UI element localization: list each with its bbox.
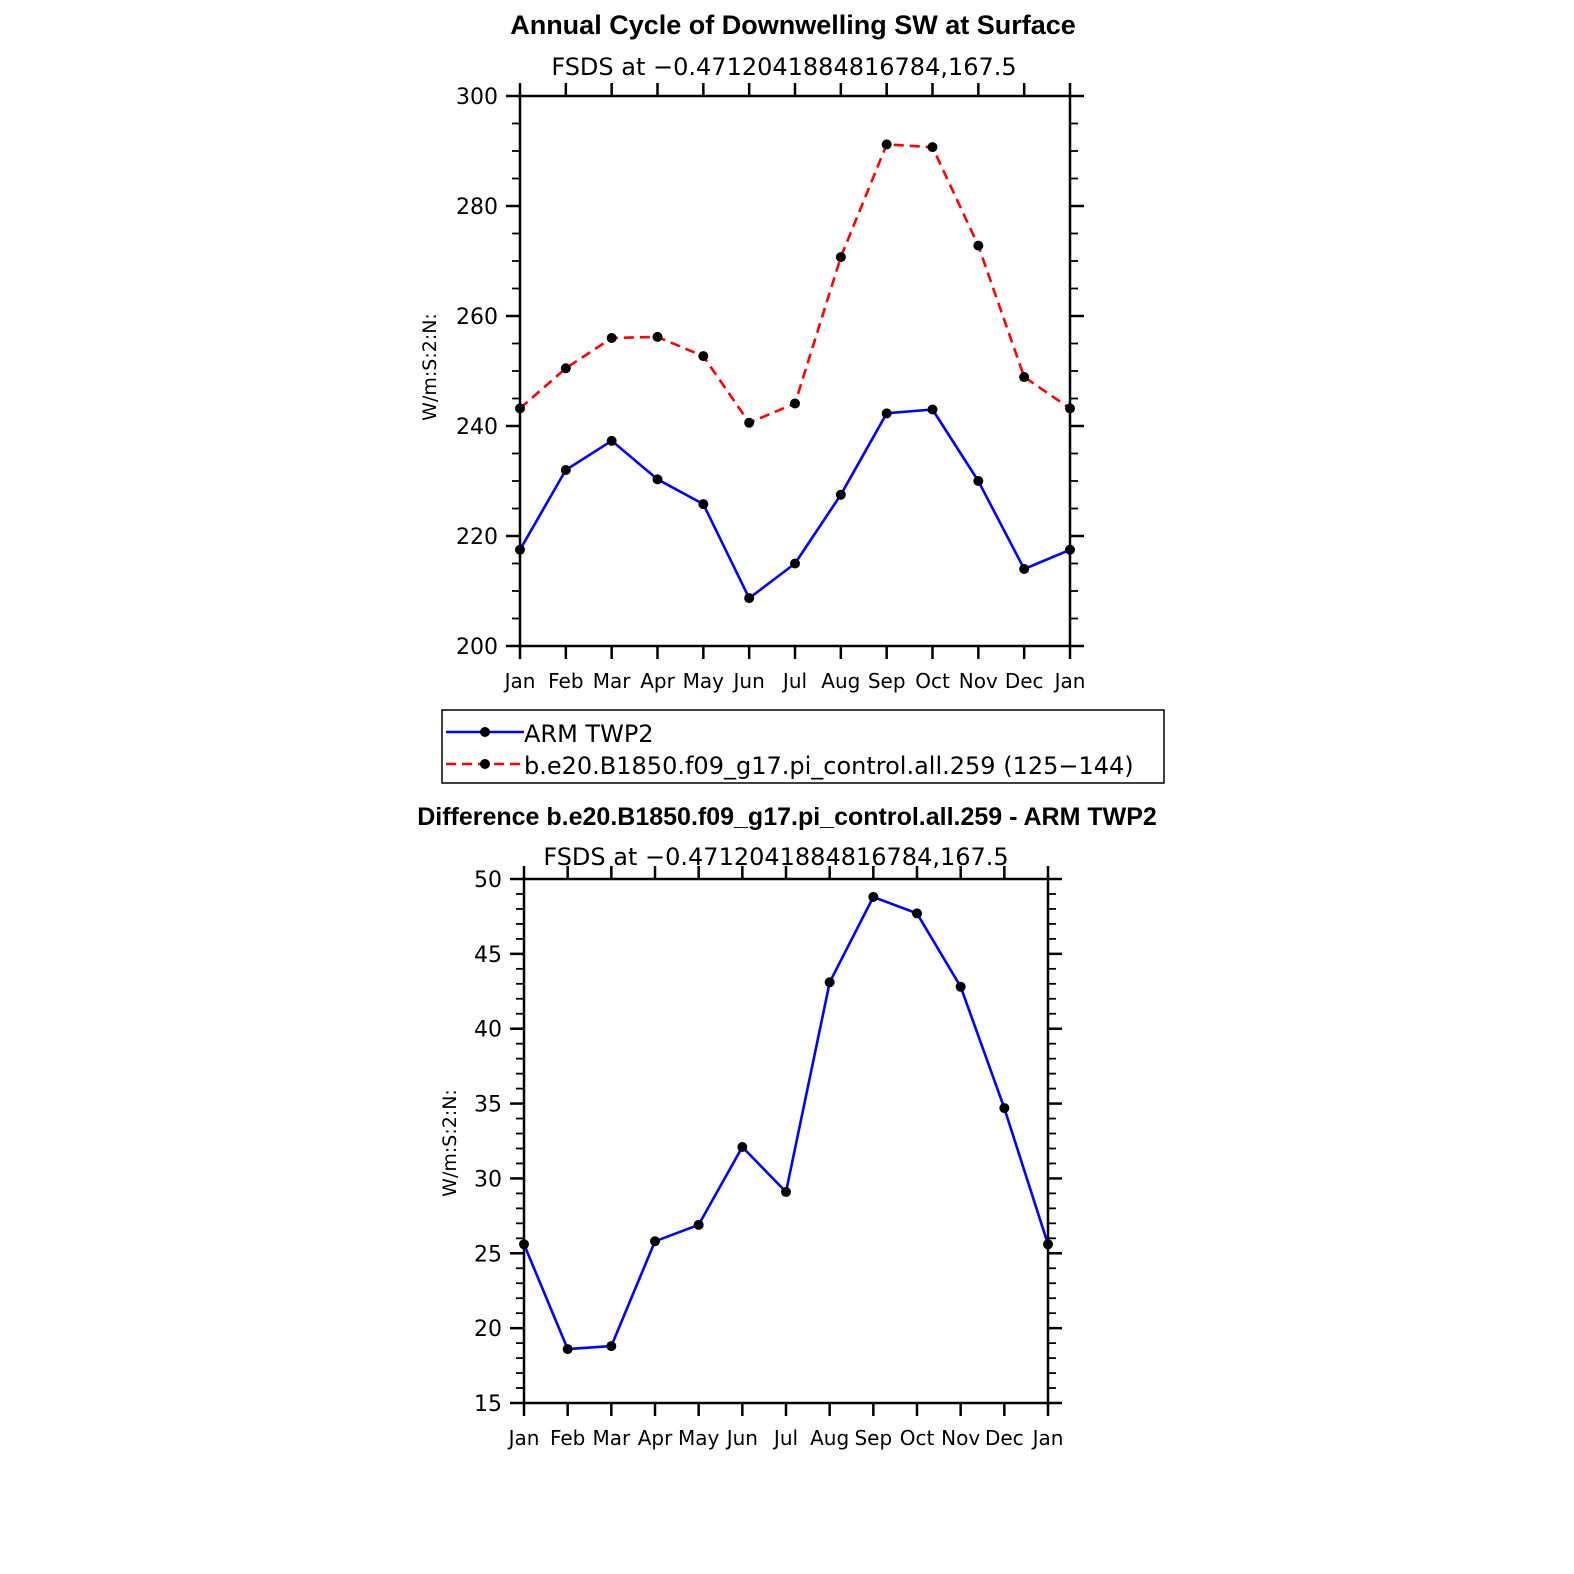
chart2-series-0-point (737, 1141, 748, 1152)
chart2-series-0-point (650, 1236, 660, 1247)
chart1-series-1-point (881, 139, 892, 150)
chart1-series-1-point (744, 417, 755, 428)
chart1-series-1-point (835, 252, 846, 263)
chart2-xtick-label: Nov (941, 1426, 980, 1450)
chart1-xtick-label: Jun (732, 669, 765, 693)
chart1-subtitle: FSDS at −0.4712041884816784,167.5 (551, 53, 1016, 81)
chart2-xtick-label: Apr (638, 1426, 673, 1450)
chart2-series-0-point (781, 1186, 791, 1197)
chart1-ytick-label: 220 (456, 525, 498, 550)
chart1-series-0-point (1019, 564, 1030, 574)
chart1-series-1-point (1065, 403, 1075, 414)
chart1-xtick-label: Feb (548, 669, 583, 693)
chart1-xtick-label: Apr (640, 669, 675, 693)
chart2-series-0-point (693, 1219, 704, 1230)
chart2-subtitle: FSDS at −0.4712041884816784,167.5 (543, 843, 1008, 871)
chart1-series-0-point (744, 593, 755, 604)
chart2-ytick-label: 25 (474, 1242, 502, 1267)
chart2-series-0-point (606, 1341, 617, 1352)
legend: ARM TWP2 b.e20.B1850.f09_g17.pi_control.… (441, 709, 1165, 784)
chart1-plot-area: Jan Feb Mar Apr May Jun Jul Aug Sep Oct Nov Dec Jan2… (456, 83, 1085, 693)
chart1-ytick-label: 300 (456, 85, 498, 110)
chart2-xtick-label: Jan (1031, 1426, 1064, 1450)
chart1-ytick-label: 200 (456, 635, 498, 660)
chart1-ylabel: W/m:S:2:N: (419, 313, 441, 421)
chart1-series-0-point (881, 408, 892, 419)
chart2-ytick-label: 20 (474, 1317, 502, 1342)
chart1-xtick-label: Dec (1005, 669, 1044, 693)
chart1-series-0-point (606, 435, 617, 446)
chart2-plot-area: Jan Feb Mar Apr May Jun Jul Aug Sep Oct Nov Dec Jan1… (474, 866, 1063, 1450)
chart2-ytick-label: 35 (474, 1093, 502, 1118)
chart1-xtick-label: Jan (503, 669, 536, 693)
chart2-series-0-point (999, 1103, 1010, 1114)
chart2-xtick-label: Aug (810, 1426, 849, 1450)
chart2-xtick-label: Mar (592, 1426, 631, 1450)
chart1-xtick-label: Sep (868, 669, 906, 693)
legend-label-model: b.e20.B1850.f09_g17.pi_control.all.259 (… (524, 752, 1134, 780)
chart2-xtick-label: Oct (900, 1426, 935, 1450)
chart2-series-0-point (1043, 1239, 1053, 1250)
chart1-xtick-label: Mar (593, 669, 632, 693)
legend-box (441, 709, 1165, 784)
chart2-ytick-label: 40 (474, 1018, 502, 1043)
chart-difference: Difference b.e20.B1850.f09_g17.pi_contro… (417, 803, 1157, 1450)
chart1-series-0-point (973, 476, 984, 486)
chart1-series-1-point (790, 398, 800, 409)
chart1-series-0-point (515, 544, 525, 555)
chart1-xtick-label: Jul (781, 669, 807, 693)
chart1-series-1-point (698, 351, 709, 362)
chart1-title: Annual Cycle of Downwelling SW at Surfac… (510, 10, 1076, 40)
chart2-xtick-label: May (678, 1426, 720, 1450)
chart1-series-1-point (973, 240, 984, 251)
chart1-series-0-point (1065, 544, 1075, 555)
chart2-series-0-point (519, 1239, 529, 1250)
chart1-series-1-point (560, 363, 571, 374)
chart2-title: Difference b.e20.B1850.f09_g17.pi_contro… (417, 803, 1157, 831)
chart1-series-1-point (927, 142, 938, 153)
chart2-xtick-label: Jan (507, 1426, 540, 1450)
chart2-xtick-label: Dec (985, 1426, 1024, 1450)
chart1-ytick-label: 280 (456, 195, 498, 220)
chart1-ytick-label: 260 (456, 305, 498, 330)
legend-marker-model (480, 759, 490, 769)
chart1-xtick-label: Aug (821, 669, 860, 693)
chart1-series-0-point (927, 404, 938, 415)
chart2-ytick-label: 30 (474, 1167, 502, 1192)
chart-annual-cycle: Annual Cycle of Downwelling SW at Surfac… (419, 10, 1085, 693)
chart1-series-0-point (835, 489, 846, 500)
chart1-series-1-point (1019, 372, 1030, 383)
chart2-xtick-label: Sep (854, 1426, 892, 1450)
chart2-series-0-point (912, 908, 922, 919)
chart1-xtick-label: Oct (915, 669, 950, 693)
chart2-series-0-point (824, 977, 835, 988)
chart2-xtick-label: Jun (725, 1426, 758, 1450)
chart1-series-0-point (698, 499, 709, 510)
chart2-series-0-point (562, 1344, 573, 1355)
chart1-series-1-point (652, 331, 663, 342)
legend-label-arm: ARM TWP2 (524, 720, 654, 748)
chart2-ylabel: W/m:S:2:N: (439, 1089, 461, 1197)
chart1-series-1-point (515, 403, 525, 414)
chart2-ytick-label: 15 (474, 1392, 502, 1417)
legend-marker-arm (480, 727, 490, 737)
chart1-series-0-point (652, 474, 663, 485)
chart2-xtick-label: Feb (550, 1426, 585, 1450)
chart2-series-0-point (955, 981, 966, 992)
chart1-series-1-point (606, 333, 617, 343)
chart1-series-0-point (560, 465, 571, 475)
chart2-series-0-point (868, 891, 879, 902)
chart2-ytick-label: 50 (474, 868, 502, 893)
chart1-xtick-label: Nov (959, 669, 998, 693)
chart1-xtick-label: Jan (1053, 669, 1086, 693)
chart1-series-0-point (790, 558, 800, 569)
chart2-ytick-label: 45 (474, 943, 502, 968)
chart2-xtick-label: Jul (772, 1426, 798, 1450)
chart1-ytick-label: 240 (456, 415, 498, 440)
chart1-xtick-label: May (683, 669, 725, 693)
